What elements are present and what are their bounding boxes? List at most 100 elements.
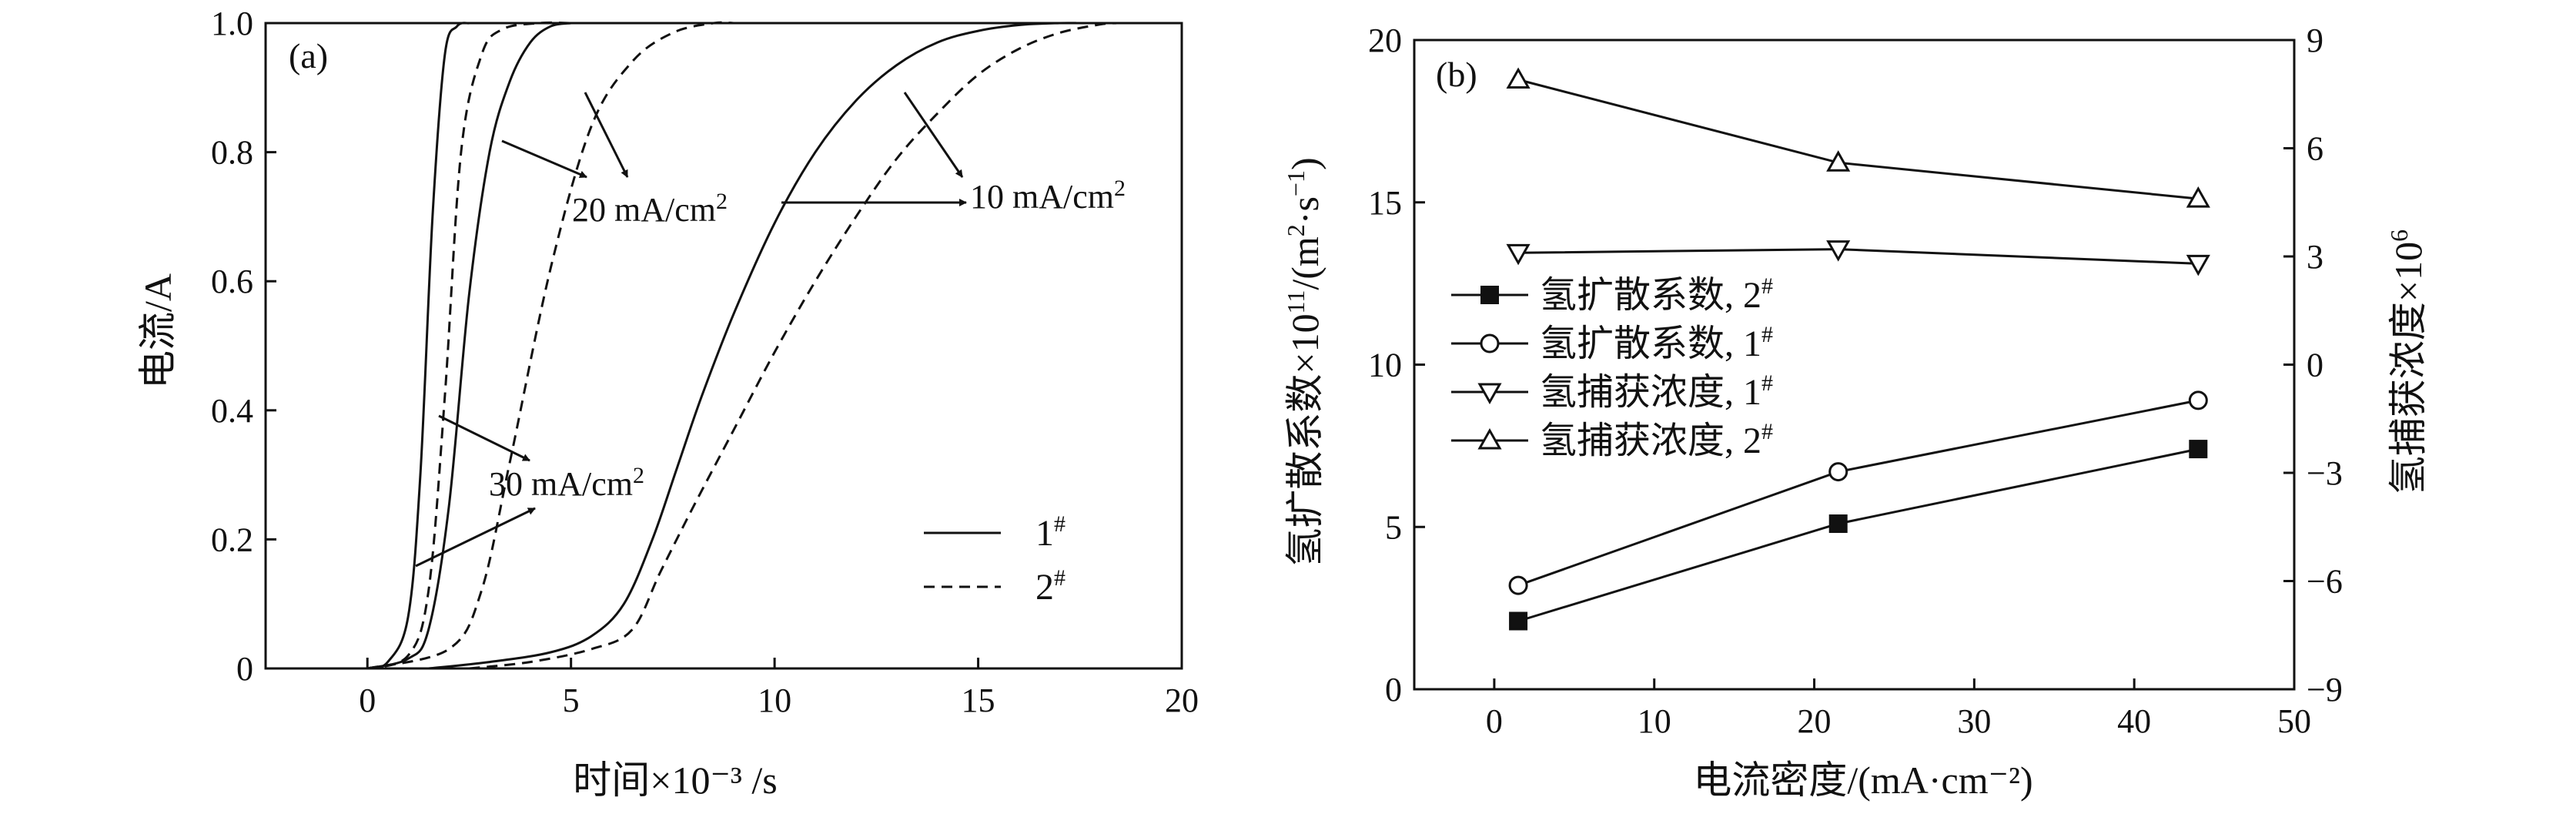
y-tick-label: 0.8 — [211, 134, 253, 172]
legend-marker-filled-square — [1480, 286, 1499, 304]
data-point-open-triangle-up — [1506, 67, 1531, 89]
panel-a-curves — [366, 21, 1117, 670]
legend-series-mark: # — [1761, 419, 1773, 444]
series-line-3 — [1517, 79, 2199, 200]
data-point-filled-square — [1828, 514, 1848, 534]
data-point-open-circle — [1828, 462, 1848, 482]
x-tick-label: 40 — [2117, 702, 2151, 740]
current-density-annotation: 30 mA/cm2 — [489, 463, 644, 503]
x-tick-label: 20 — [1165, 682, 1199, 719]
legend-sample-number: 1 — [1035, 513, 1054, 554]
data-point-open-triangle-down — [1506, 243, 1531, 266]
legend-sample-number: 2 — [1035, 567, 1054, 608]
annotation-arrow — [903, 92, 964, 178]
right-y-tick-label: −9 — [2307, 671, 2343, 708]
legend-series-mark: # — [1761, 322, 1773, 347]
left-y-label-unit-exp-a: 2 — [1282, 224, 1310, 236]
series-line-0 — [1517, 447, 2199, 622]
legend-label-3: 氢捕获浓度, 2# — [1540, 419, 1773, 461]
series-line-2 — [1518, 248, 2199, 265]
legend-label-sample-2: 2# — [1035, 565, 1066, 608]
data-point-open-triangle-up — [2186, 186, 2210, 208]
x-tick-label: 10 — [758, 682, 791, 719]
panel-b-left-y-axis-label: 氢扩散系数×1011/(m2·s−1) — [1282, 157, 1326, 566]
data-point-open-circle — [1508, 575, 1528, 595]
panel-b-tag: (b) — [1436, 55, 1477, 94]
current-density-annotation: 20 mA/cm2 — [572, 189, 728, 229]
left-y-tick-label: 20 — [1368, 22, 1402, 59]
left-y-tick-label: 10 — [1368, 347, 1402, 384]
annotation-unit-exponent: 2 — [716, 189, 728, 214]
left-y-label-unit-a: /(m — [1283, 236, 1326, 290]
panel-b-series — [1506, 67, 2210, 631]
panel-a-frame — [264, 22, 1183, 670]
legend-label-1: 氢扩散系数, 1# — [1540, 322, 1773, 364]
current-curve-2-20mA — [366, 21, 734, 670]
right-y-tick-label: 9 — [2307, 22, 2323, 59]
right-y-tick-label: 0 — [2307, 347, 2323, 384]
y-tick-label: 1.0 — [211, 5, 253, 42]
panel-b-legend: 氢扩散系数, 2#氢扩散系数, 1#氢捕获浓度, 1#氢捕获浓度, 2# — [1451, 273, 1773, 461]
current-density-annotation: 10 mA/cm2 — [970, 176, 1126, 216]
x-tick-label: 0 — [1486, 702, 1503, 740]
data-point-filled-square — [2189, 440, 2208, 459]
current-curve-2-10mA — [469, 22, 1117, 670]
right-y-tick-label: −3 — [2307, 454, 2343, 492]
legend-sample-mark: # — [1054, 565, 1066, 591]
annotation-arrow — [438, 414, 530, 462]
panel-b-x-axis-label: 电流密度/(mA·cm⁻²) — [1693, 759, 2032, 802]
right-y-tick-label: 3 — [2307, 238, 2323, 276]
x-tick-label: 5 — [563, 682, 580, 719]
annotation-arrow — [415, 507, 536, 568]
legend-sample-mark: # — [1054, 511, 1066, 537]
legend-label-0: 氢扩散系数, 2# — [1540, 273, 1773, 316]
left-y-label-unit-b: ·s — [1283, 196, 1326, 224]
panel-a-legend: 1#2# — [924, 511, 1066, 608]
legend-label-2: 氢捕获浓度, 1# — [1540, 370, 1773, 413]
legend-marker-open-circle — [1480, 333, 1500, 353]
legend-series-mark: # — [1761, 370, 1773, 396]
annotation-unit-exponent: 2 — [633, 463, 644, 488]
data-point-open-triangle-down — [2186, 254, 2210, 276]
panel-b-ticks: 0 10 20 30 40 50 0 5 10 15 20 −9 −6 −3 0 3 6 9 — [1368, 22, 2343, 740]
right-y-label-main: 氢捕获浓度×10 — [2387, 242, 2430, 494]
x-tick-label: 50 — [2277, 702, 2311, 740]
annotation-text: 30 mA/cm — [489, 465, 633, 503]
left-y-label-unit-exp-b: −1 — [1282, 170, 1310, 196]
y-tick-label: 0.4 — [211, 392, 253, 430]
left-y-label-unit-c: ) — [1283, 157, 1326, 170]
annotation-unit-exponent: 2 — [1114, 176, 1126, 201]
left-y-tick-label: 15 — [1368, 184, 1402, 222]
current-curve-1-20mA — [366, 22, 571, 670]
panel-a-ticks: 0 5 10 15 20 0 0.2 0.4 0.6 0.8 1.0 — [211, 5, 1199, 719]
current-curve-1-10mA — [428, 22, 1080, 670]
current-curve-2-30mA — [366, 21, 571, 670]
x-tick-label: 10 — [1638, 702, 1671, 740]
legend-series-name: 氢扩散系数, 2 — [1540, 275, 1761, 316]
panel-a-y-axis-label: 电流/A — [136, 273, 179, 389]
y-tick-label: 0.6 — [211, 263, 253, 300]
current-curve-1-30mA — [366, 22, 470, 670]
legend-series-mark: # — [1761, 273, 1773, 299]
legend-marker-open-triangle-up — [1477, 427, 1502, 450]
left-y-label-exponent: 11 — [1282, 290, 1310, 314]
data-point-open-triangle-up — [1826, 150, 1851, 172]
annotation-text: 10 mA/cm — [970, 178, 1114, 216]
legend-marker-open-triangle-down — [1477, 383, 1502, 405]
x-tick-label: 20 — [1798, 702, 1832, 740]
y-tick-label: 0.2 — [211, 521, 253, 558]
x-tick-label: 30 — [1957, 702, 1991, 740]
left-y-tick-label: 0 — [1385, 671, 1402, 708]
right-y-tick-label: −6 — [2307, 563, 2343, 601]
annotation-arrow — [501, 139, 587, 179]
legend-series-name: 氢捕获浓度, 2 — [1540, 420, 1761, 461]
panel-b-right-y-axis-label: 氢捕获浓度×106 — [2385, 229, 2430, 494]
right-y-tick-label: 6 — [2307, 130, 2323, 168]
y-tick-label: 0 — [236, 650, 253, 688]
x-tick-label: 0 — [359, 682, 376, 719]
panel-b-frame — [1413, 39, 2296, 691]
